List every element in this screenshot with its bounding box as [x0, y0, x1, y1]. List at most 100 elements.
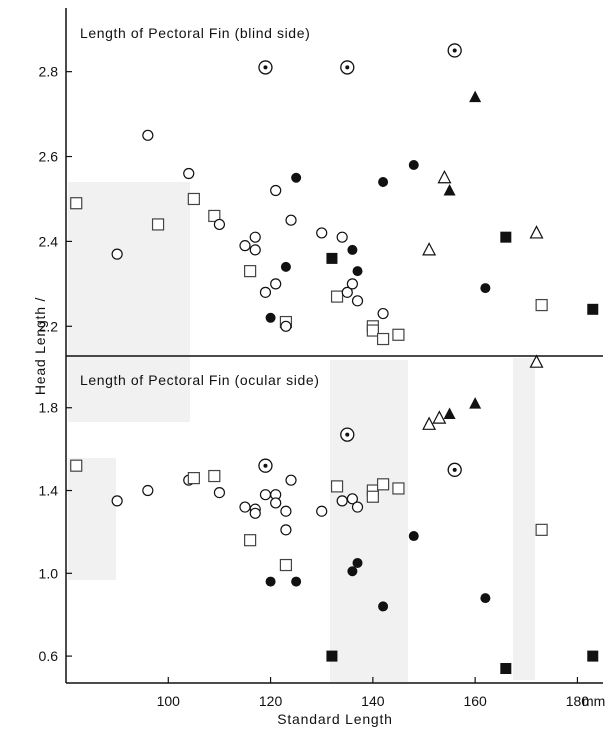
x-tick-label: 160 — [463, 693, 487, 709]
data-point-open-circle — [280, 320, 292, 332]
data-point-open-circle — [249, 231, 261, 243]
data-point-open-circle — [239, 501, 251, 513]
data-point-open-circle — [285, 214, 297, 226]
data-point-dotted-circle — [340, 427, 355, 442]
data-point-open-circle — [270, 184, 282, 197]
data-point-filled-square — [587, 303, 599, 315]
y-tick-label: 2.4 — [39, 233, 59, 249]
data-point-open-square — [535, 298, 548, 312]
x-tick-label: 100 — [157, 693, 181, 709]
shading-band — [330, 360, 408, 682]
data-point-dotted-circle — [447, 43, 462, 58]
data-point-open-circle — [341, 286, 353, 298]
data-point-open-triangle — [422, 242, 437, 256]
data-point-open-square — [208, 209, 221, 223]
y-axis-label: Head Length / — [32, 297, 48, 395]
data-point-open-circle — [259, 286, 272, 298]
data-point-filled-square — [500, 663, 512, 675]
data-points — [70, 43, 599, 675]
data-point-open-circle — [336, 231, 348, 243]
data-point-open-circle — [346, 493, 358, 505]
data-point-filled-circle — [291, 172, 302, 183]
data-point-filled-triangle — [443, 407, 456, 419]
data-point-open-triangle — [437, 169, 452, 184]
data-point-filled-circle — [480, 593, 491, 604]
data-point-filled-square — [587, 650, 599, 662]
y-tick-label: 0.6 — [39, 648, 59, 664]
data-point-filled-square — [326, 650, 338, 662]
dotted-circle-dot — [345, 432, 350, 437]
data-point-open-square — [366, 490, 379, 503]
data-point-filled-circle — [280, 261, 291, 272]
data-point-open-square — [392, 482, 405, 495]
data-point-open-circle — [316, 505, 328, 517]
data-point-open-square — [70, 459, 83, 472]
data-point-filled-circle — [480, 283, 491, 294]
data-point-filled-circle — [265, 576, 276, 587]
data-point-open-circle — [346, 278, 358, 290]
data-point-open-square — [376, 478, 390, 491]
data-point-open-square — [279, 558, 293, 572]
y-tick-label: 2.2 — [39, 318, 59, 334]
y-tick-label: 1.8 — [39, 400, 59, 416]
x-tick-label: 180 — [566, 693, 590, 709]
data-point-open-square — [208, 469, 221, 483]
data-point-open-square — [244, 534, 257, 547]
data-point-open-circle — [336, 495, 348, 507]
x-axis-label: Standard Length — [277, 711, 393, 727]
data-point-open-circle — [142, 129, 154, 141]
data-point-open-square — [366, 324, 379, 337]
shading-band — [68, 182, 190, 422]
panel-title-blind: Length of Pectoral Fin (blind side) — [80, 25, 310, 41]
data-point-open-circle — [280, 505, 292, 517]
axis-ticks: 100 120 140 160 180 2.2 2.4 2.6 2.8 0.6 1.0 1.4 1.8 — [39, 64, 590, 709]
data-point-open-triangle — [529, 225, 544, 239]
data-point-open-circle — [183, 167, 195, 180]
data-point-filled-circle — [352, 557, 363, 568]
plot-frame — [65, 8, 603, 684]
data-point-filled-square — [500, 231, 512, 243]
data-point-open-circle — [213, 486, 226, 499]
shading-band — [513, 358, 535, 680]
shading-band — [68, 458, 116, 580]
y-tick-label: 1.0 — [39, 565, 59, 581]
data-point-open-circle — [270, 497, 282, 509]
data-point-open-circle — [213, 218, 226, 231]
data-point-open-square — [330, 480, 344, 493]
data-point-open-circle — [280, 524, 292, 536]
data-point-open-square — [151, 218, 165, 231]
data-point-dotted-circle — [340, 60, 355, 75]
dotted-circle-dot — [263, 65, 268, 70]
dotted-circle-dot — [345, 65, 350, 70]
data-point-open-square — [187, 192, 200, 206]
y-tick-label: 2.6 — [39, 149, 59, 165]
data-point-dotted-circle — [258, 60, 273, 75]
data-point-open-circle — [259, 489, 272, 501]
data-point-open-triangle — [422, 416, 437, 430]
data-point-filled-circle — [408, 160, 419, 171]
data-point-filled-circle — [347, 244, 358, 255]
data-point-dotted-circle — [258, 458, 273, 473]
scan-shading-bands — [68, 182, 535, 682]
data-point-filled-triangle — [443, 183, 456, 196]
data-point-open-circle — [316, 227, 328, 239]
data-point-dotted-circle — [447, 462, 462, 477]
dotted-circle-dot — [452, 48, 457, 53]
data-point-open-square — [376, 332, 390, 346]
data-point-filled-circle — [265, 312, 276, 323]
data-point-open-square — [244, 265, 257, 278]
data-point-filled-triangle — [469, 397, 482, 409]
data-point-open-square — [70, 197, 83, 210]
data-point-open-circle — [285, 474, 297, 486]
data-point-open-circle — [249, 507, 261, 519]
x-tick-label: 140 — [361, 693, 385, 709]
data-point-open-circle — [142, 484, 154, 497]
data-point-filled-circle — [291, 576, 302, 587]
data-point-open-triangle — [432, 410, 447, 424]
data-point-filled-circle — [347, 566, 358, 577]
data-point-open-circle — [111, 248, 123, 260]
data-point-open-circle — [239, 240, 251, 252]
data-point-filled-square — [326, 252, 338, 264]
dotted-circle-dot — [263, 463, 268, 468]
data-point-open-circle — [351, 295, 364, 307]
